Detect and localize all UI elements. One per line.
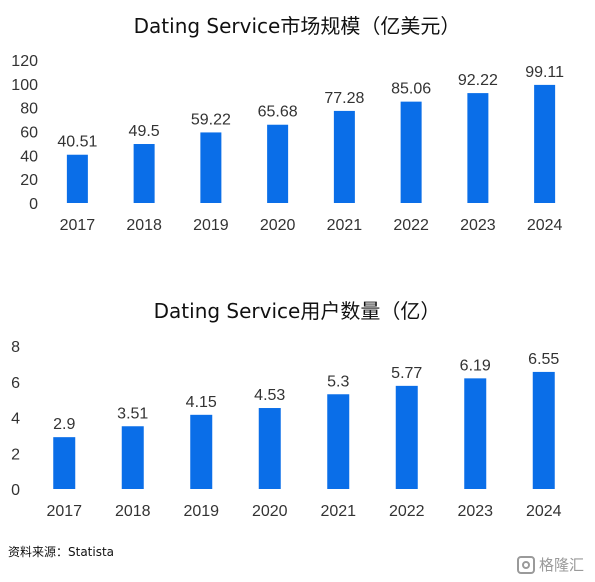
bar <box>133 144 155 203</box>
x-tick-label: 2024 <box>526 503 562 520</box>
x-tick-label: 2018 <box>126 217 162 234</box>
y-tick-label: 6 <box>11 375 20 392</box>
data-label: 99.11 <box>525 64 564 81</box>
data-label: 49.5 <box>129 123 160 140</box>
bar <box>333 110 355 203</box>
bar <box>190 414 213 489</box>
bar <box>327 394 350 489</box>
y-tick-label: 0 <box>11 482 20 499</box>
x-tick-label: 2022 <box>393 217 429 234</box>
bar <box>400 101 422 203</box>
y-tick-label: 100 <box>11 77 38 94</box>
x-tick-label: 2018 <box>115 503 151 520</box>
chart-title: Dating Service市场规模（亿美元） <box>134 14 461 38</box>
y-tick-label: 0 <box>29 196 38 213</box>
source-note: 资料来源：Statista <box>8 545 115 559</box>
x-tick-label: 2021 <box>327 217 363 234</box>
y-tick-label: 4 <box>11 411 20 428</box>
data-label: 5.3 <box>327 373 349 390</box>
data-label: 40.51 <box>57 134 97 151</box>
y-tick-label: 60 <box>20 125 38 142</box>
y-tick-label: 40 <box>20 148 38 165</box>
bar <box>53 437 76 489</box>
data-label: 2.9 <box>53 416 75 433</box>
x-tick-label: 2021 <box>320 503 356 520</box>
bar <box>464 378 487 489</box>
data-label: 59.22 <box>191 111 231 128</box>
data-label: 5.77 <box>391 365 422 382</box>
bar <box>532 371 555 489</box>
x-tick-label: 2019 <box>183 503 219 520</box>
data-label: 4.15 <box>186 394 217 411</box>
y-tick-label: 80 <box>20 101 38 118</box>
x-tick-label: 2019 <box>193 217 229 234</box>
x-tick-label: 2023 <box>460 217 496 234</box>
bar <box>267 124 289 203</box>
chart-title: Dating Service用户数量（亿） <box>154 299 441 323</box>
data-label: 4.53 <box>254 387 285 404</box>
y-tick-label: 20 <box>20 172 38 189</box>
data-label: 92.22 <box>458 72 498 89</box>
data-label: 65.68 <box>258 104 298 121</box>
data-label: 85.06 <box>391 81 431 98</box>
bar <box>121 426 144 489</box>
x-tick-label: 2022 <box>389 503 425 520</box>
watermark-text: 格隆汇 <box>539 556 585 574</box>
bar <box>534 84 556 203</box>
y-tick-label: 120 <box>11 53 38 70</box>
bar <box>200 132 222 203</box>
x-tick-label: 2017 <box>60 217 96 234</box>
y-tick-label: 8 <box>11 339 20 356</box>
data-label: 6.19 <box>460 357 491 374</box>
bar <box>66 154 88 203</box>
data-label: 6.55 <box>528 351 559 368</box>
x-tick-label: 2023 <box>457 503 493 520</box>
bar <box>258 408 281 489</box>
gelonghui-logo-icon <box>517 555 535 574</box>
x-tick-label: 2020 <box>252 503 288 520</box>
x-tick-label: 2024 <box>527 217 563 234</box>
y-tick-label: 2 <box>11 446 20 463</box>
data-label: 77.28 <box>324 90 364 107</box>
x-tick-label: 2017 <box>46 503 82 520</box>
x-tick-label: 2020 <box>260 217 296 234</box>
bar <box>467 93 489 203</box>
bar <box>395 385 418 489</box>
data-label: 3.51 <box>117 405 148 422</box>
watermark: 格隆汇 <box>517 554 584 575</box>
